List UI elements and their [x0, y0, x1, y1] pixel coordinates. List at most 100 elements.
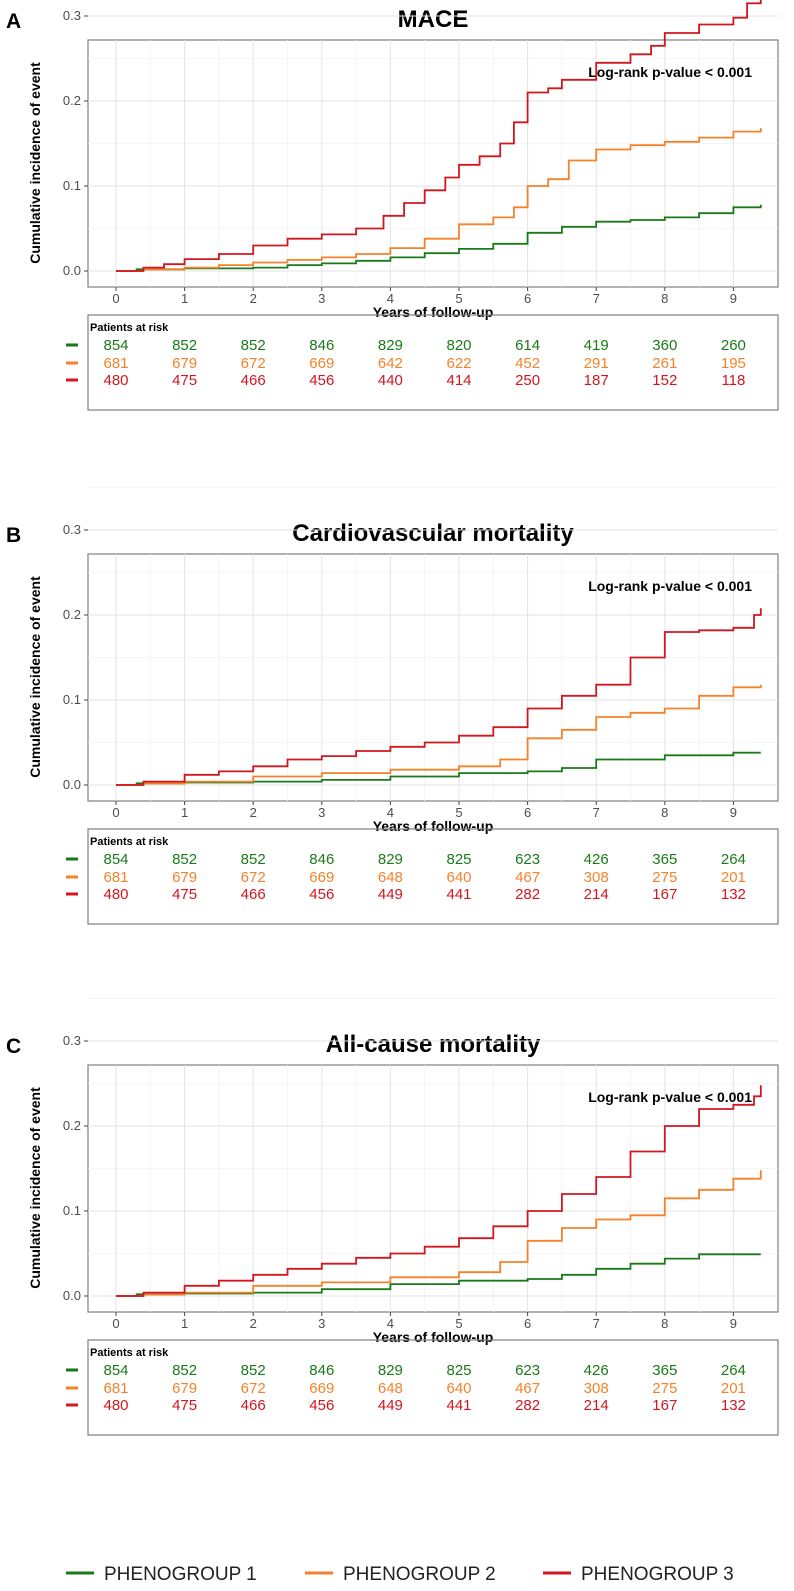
x-tick-label: 3 — [318, 291, 325, 306]
x-tick-label: 6 — [524, 1316, 531, 1331]
risk-table-header: Patients at risk — [90, 1347, 169, 1359]
x-tick-label: 3 — [318, 1316, 325, 1331]
risk-table-header: Patients at risk — [90, 836, 169, 848]
risk-count: 852 — [172, 1362, 197, 1379]
risk-count: 275 — [652, 869, 677, 886]
risk-count: 308 — [584, 869, 609, 886]
legend-label: PHENOGROUP 1 — [104, 1564, 257, 1585]
risk-count: 622 — [446, 355, 471, 372]
risk-count: 852 — [241, 337, 266, 354]
risk-count: 480 — [103, 1397, 128, 1414]
x-tick-label: 8 — [661, 1316, 668, 1331]
risk-count: 449 — [378, 1397, 403, 1414]
risk-count: 426 — [584, 1362, 609, 1379]
risk-count: 214 — [584, 886, 609, 903]
series-line-phenogroup-3 — [116, 0, 762, 272]
x-tick-label: 6 — [524, 805, 531, 820]
risk-count: 449 — [378, 886, 403, 903]
risk-count: 456 — [309, 1397, 334, 1414]
risk-count: 852 — [241, 1362, 266, 1379]
risk-count: 466 — [241, 886, 266, 903]
y-tick-label: 0.0 — [63, 1288, 81, 1303]
risk-count: 466 — [241, 372, 266, 389]
risk-table-frame — [87, 828, 779, 925]
legend: PHENOGROUP 1 PHENOGROUP 2 PHENOGROUP 3 — [66, 1564, 734, 1585]
x-tick-label: 9 — [730, 291, 737, 306]
series-line-phenogroup-1 — [116, 204, 762, 272]
risk-count: 291 — [584, 355, 609, 372]
risk-count: 623 — [515, 851, 540, 868]
risk-count: 681 — [103, 1380, 128, 1397]
y-axis-title: Cumulative incidence of event — [27, 1087, 43, 1289]
series-line-phenogroup-2 — [116, 1170, 762, 1297]
x-tick-label: 0 — [112, 291, 119, 306]
risk-count: 852 — [172, 851, 197, 868]
x-tick-label: 2 — [250, 805, 257, 820]
risk-count: 648 — [378, 869, 403, 886]
y-tick-label: 0.2 — [63, 607, 81, 622]
risk-count: 467 — [515, 869, 540, 886]
risk-count: 681 — [103, 869, 128, 886]
risk-count: 852 — [241, 851, 266, 868]
x-tick-label: 1 — [181, 1316, 188, 1331]
risk-count: 441 — [446, 1397, 471, 1414]
risk-table-header: Patients at risk — [90, 322, 169, 334]
plot-area — [87, 1064, 779, 1313]
x-tick-label: 9 — [730, 805, 737, 820]
risk-count: 669 — [309, 355, 334, 372]
risk-count: 854 — [103, 337, 128, 354]
risk-count: 829 — [378, 337, 403, 354]
x-tick-label: 9 — [730, 1316, 737, 1331]
risk-count: 846 — [309, 1362, 334, 1379]
series-line-phenogroup-2 — [116, 128, 762, 272]
x-tick-label: 7 — [593, 1316, 600, 1331]
y-tick-label: 0.1 — [63, 1203, 81, 1218]
x-tick-label: 7 — [593, 291, 600, 306]
risk-count: 167 — [652, 1397, 677, 1414]
risk-count: 829 — [378, 1362, 403, 1379]
risk-count: 167 — [652, 886, 677, 903]
risk-count: 642 — [378, 355, 403, 372]
y-tick-label: 0.0 — [63, 263, 81, 278]
risk-count: 440 — [378, 372, 403, 389]
risk-count: 118 — [721, 372, 745, 389]
risk-count: 820 — [446, 337, 471, 354]
risk-count: 365 — [652, 1362, 677, 1379]
risk-count: 669 — [309, 1380, 334, 1397]
x-tick-label: 2 — [250, 291, 257, 306]
risk-count: 132 — [721, 886, 746, 903]
risk-count: 441 — [446, 886, 471, 903]
x-tick-label: 8 — [661, 291, 668, 306]
risk-count: 282 — [515, 1397, 540, 1414]
panel-letter: B — [6, 524, 21, 547]
x-axis-title: Years of follow-up — [373, 1329, 494, 1345]
risk-count: 640 — [446, 869, 471, 886]
x-tick-label: 5 — [455, 1316, 462, 1331]
x-tick-label: 1 — [181, 291, 188, 306]
x-tick-label: 0 — [112, 805, 119, 820]
x-tick-label: 7 — [593, 805, 600, 820]
y-tick-label: 0.2 — [63, 93, 81, 108]
risk-count: 475 — [172, 372, 197, 389]
risk-count: 475 — [172, 886, 197, 903]
series-line-phenogroup-3 — [116, 608, 762, 786]
risk-count: 679 — [172, 1380, 197, 1397]
risk-count: 452 — [515, 355, 540, 372]
risk-count: 152 — [652, 372, 677, 389]
legend-label: PHENOGROUP 3 — [581, 1564, 734, 1585]
risk-count: 846 — [309, 337, 334, 354]
risk-count: 275 — [652, 1380, 677, 1397]
y-tick-label: 0.0 — [63, 777, 81, 792]
y-tick-label: 0.1 — [63, 178, 81, 193]
x-tick-label: 6 — [524, 291, 531, 306]
risk-count: 846 — [309, 851, 334, 868]
risk-count: 825 — [446, 851, 471, 868]
x-tick-label: 4 — [387, 291, 394, 306]
risk-count: 264 — [721, 1362, 746, 1379]
risk-count: 282 — [515, 886, 540, 903]
plot-area — [87, 39, 779, 288]
risk-count: 672 — [241, 355, 266, 372]
x-axis-title: Years of follow-up — [373, 304, 494, 320]
